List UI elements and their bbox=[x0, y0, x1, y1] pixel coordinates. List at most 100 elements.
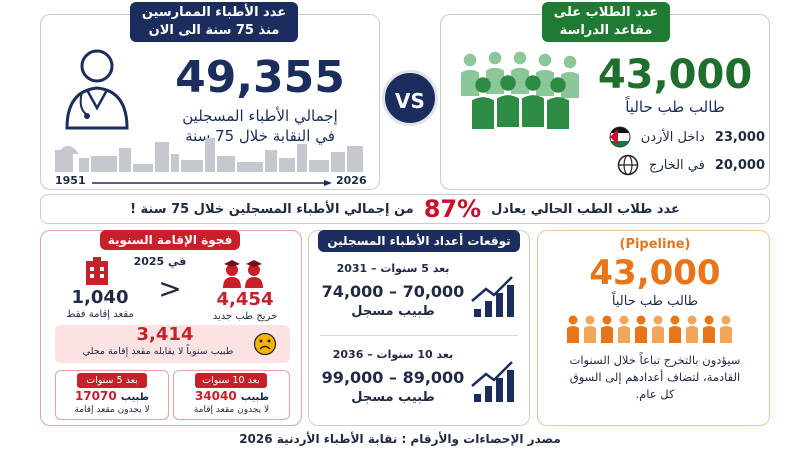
timeline-arrow bbox=[92, 180, 332, 186]
forecast-period: بعد 10 سنوات – 2036 bbox=[332, 348, 454, 361]
growth-bar bbox=[496, 378, 503, 402]
person-head bbox=[463, 53, 477, 67]
building bbox=[265, 150, 277, 172]
forecast-range: 70,000 – 74,000 bbox=[321, 282, 465, 301]
gap-box bbox=[55, 325, 290, 363]
projection-figure: طبيب 17070 bbox=[58, 389, 166, 403]
header-line: مقاعد الدراسة bbox=[559, 23, 653, 38]
building bbox=[205, 138, 215, 172]
building bbox=[155, 142, 169, 172]
description-line: القادمة، لتضاف أعدادهم إلى السوق bbox=[569, 370, 741, 384]
building bbox=[79, 158, 89, 172]
breakdown-row: 23,000 داخل الأردن bbox=[585, 126, 765, 148]
breakdown-value: 23,000 bbox=[714, 129, 765, 145]
growth-bar bbox=[474, 394, 481, 402]
gap-label: طبيب سنوياً لا يقابله مقعد إقامة محلي bbox=[82, 346, 234, 357]
person-head bbox=[704, 315, 714, 325]
pipeline-description: سيؤدون بالتخرج تباعاً خلال السنوات القاد… bbox=[550, 352, 760, 403]
divider bbox=[320, 335, 518, 336]
banner-text: من إجمالي الأطباء المسجلين خلال 75 سنة ! bbox=[130, 201, 414, 217]
residency-header: فجوة الإقامة السنوية bbox=[100, 230, 240, 250]
forecast-unit: طبيب مسجل bbox=[351, 390, 435, 405]
students-header: عدد الطلاب على مقاعد الدراسة bbox=[542, 2, 670, 42]
pipeline-total: 43,000 bbox=[589, 253, 721, 293]
growth-bar bbox=[485, 301, 492, 317]
jordan-flag bbox=[609, 126, 631, 148]
globe-icon bbox=[617, 154, 639, 176]
building bbox=[279, 158, 295, 172]
header-line: عدد الطلاب على bbox=[553, 5, 659, 20]
graduates-label: خريج طب جديد bbox=[212, 311, 278, 322]
forecast-range: 89,000 – 99,000 bbox=[321, 368, 465, 387]
hospital-icon bbox=[86, 257, 108, 285]
forecast-header: توقعات أعداد الأطباء المسجلين bbox=[318, 230, 520, 252]
year-end: 2026 bbox=[336, 174, 367, 187]
projection-value: 17070 bbox=[74, 389, 117, 403]
projection-period: بعد 5 سنوات bbox=[77, 373, 147, 388]
forecast-panel bbox=[308, 230, 530, 426]
person-body bbox=[652, 326, 664, 343]
doctors-header: عدد الأطباء الممارسين منذ 75 سنة الى الا… bbox=[130, 2, 298, 42]
person-head bbox=[568, 315, 578, 325]
projection-value: 34040 bbox=[194, 389, 237, 403]
person-head bbox=[513, 51, 527, 65]
person-head bbox=[500, 75, 516, 91]
person-head bbox=[563, 55, 577, 69]
graduates-icon bbox=[223, 260, 263, 288]
growth-bar bbox=[485, 386, 492, 402]
breakdown-row: 20,000 في الخارج bbox=[585, 154, 765, 176]
description-line: كل عام. bbox=[635, 387, 675, 401]
pipeline-caption: طالب طب حالياً bbox=[611, 294, 699, 309]
banner-percent: 87% bbox=[423, 195, 482, 223]
person-head bbox=[538, 53, 552, 67]
person-body bbox=[720, 326, 732, 343]
caption-line: في النقابة خلال 75 سنة bbox=[185, 127, 335, 145]
comparison-sign: < bbox=[158, 272, 182, 305]
building bbox=[347, 146, 363, 172]
growth-bar bbox=[507, 285, 514, 317]
skyline bbox=[55, 138, 363, 172]
pipeline-label: (Pipeline) bbox=[619, 237, 691, 252]
person-body bbox=[703, 326, 715, 343]
growth-icon bbox=[471, 276, 514, 317]
building bbox=[91, 156, 117, 172]
doctors-total: 49,355 bbox=[175, 52, 345, 103]
projection-period: بعد 10 سنوات bbox=[195, 373, 267, 388]
person-head bbox=[687, 315, 697, 325]
dome bbox=[57, 146, 79, 154]
building bbox=[309, 160, 329, 172]
breakdown-label: في الخارج bbox=[649, 157, 705, 173]
growth-arrow bbox=[471, 276, 513, 302]
projection-box bbox=[173, 370, 290, 420]
forecast-period: بعد 5 سنوات – 2031 bbox=[336, 262, 450, 275]
person-head bbox=[602, 315, 612, 325]
footer-source: مصدر الإحصاءات والأرقام : نقابة الأطباء … bbox=[239, 432, 561, 446]
building bbox=[119, 148, 131, 172]
seats-label: مقعد إقامة فقط bbox=[66, 309, 134, 320]
banner: عدد طلاب الطب الحالي يعادل 87% من إجمالي… bbox=[40, 194, 770, 224]
building bbox=[133, 164, 153, 172]
person-body bbox=[486, 67, 504, 94]
person-body bbox=[635, 326, 647, 343]
person-head bbox=[721, 315, 731, 325]
growth-bar bbox=[474, 309, 481, 317]
person-body bbox=[686, 326, 698, 343]
gap-year: في 2025 bbox=[133, 255, 187, 268]
vs-badge: VS bbox=[382, 70, 438, 126]
person-body bbox=[561, 71, 579, 98]
students-panel bbox=[440, 14, 770, 190]
projection-unit: طبيب bbox=[240, 392, 270, 403]
header-line: عدد الأطباء الممارسين bbox=[141, 5, 287, 20]
building bbox=[331, 152, 345, 172]
building bbox=[217, 156, 235, 172]
growth-bar bbox=[507, 370, 514, 402]
forecast-unit: طبيب مسجل bbox=[351, 304, 435, 319]
caption-line: إجمالي الأطباء المسجلين bbox=[182, 107, 338, 125]
person-body bbox=[497, 95, 519, 127]
person-body bbox=[584, 326, 596, 343]
projection-note: لا يجدون مقعد إقامة bbox=[193, 405, 270, 415]
building bbox=[237, 162, 263, 172]
person-body bbox=[472, 97, 494, 129]
